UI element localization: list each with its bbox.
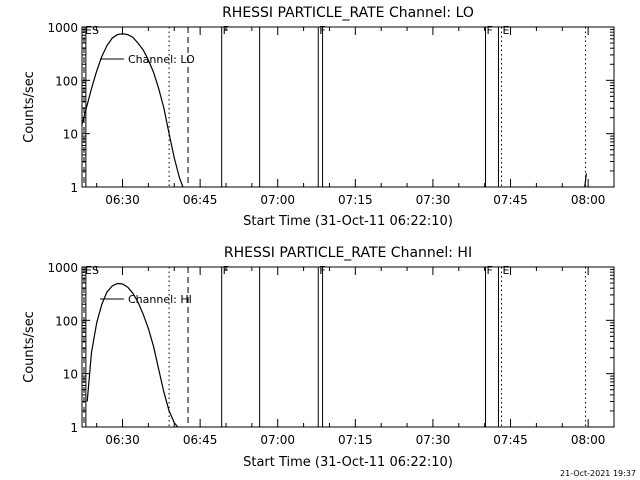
event-label: F bbox=[223, 264, 229, 277]
chart-title-hi: RHESSI PARTICLE_RATE Channel: HI bbox=[224, 245, 472, 261]
y-tick-label: 1000 bbox=[47, 21, 78, 35]
plot-area-hi: 1 10 100 1000 06:30 06:45 07:00 07:15 07:30 07:45… bbox=[47, 261, 615, 447]
series-line-hi-0 bbox=[86, 282, 179, 428]
x-tick-label: 07:45 bbox=[493, 433, 528, 447]
plot-area-lo: 1 10 100 1000 06:30 06:45 07:00 07:15 07:30 07:45… bbox=[47, 21, 615, 207]
y-tick-label: 10 bbox=[63, 128, 78, 142]
plot-frame-hi bbox=[81, 266, 615, 428]
y-axis-label-lo: Counts/sec bbox=[22, 71, 37, 143]
x-tick-label: 06:30 bbox=[105, 433, 140, 447]
footer-timestamp: 21-Oct-2021 19:37 bbox=[560, 469, 636, 478]
event-label: ES bbox=[85, 264, 99, 277]
x-tick-label: 08:00 bbox=[571, 433, 606, 447]
x-tick-label: 07:30 bbox=[416, 193, 451, 207]
legend-label-lo: Channel: LO bbox=[128, 53, 195, 66]
x-tick-label: 07:00 bbox=[260, 433, 295, 447]
series-line-lo-0 bbox=[81, 33, 184, 188]
series-line-lo-1 bbox=[584, 173, 587, 188]
y-tick-label: 100 bbox=[55, 74, 78, 88]
panel-hi: RHESSI PARTICLE_RATE Channel: HI 1101001… bbox=[22, 245, 615, 470]
event-label: F bbox=[487, 264, 493, 277]
x-tick-label: 06:45 bbox=[183, 193, 218, 207]
y-tick-label: 1 bbox=[70, 181, 78, 195]
plot-frame-lo bbox=[81, 26, 615, 188]
event-label: F bbox=[487, 24, 493, 37]
y-tick-label: 100 bbox=[55, 314, 78, 328]
y-tick-label: 1 bbox=[70, 421, 78, 435]
y-tick-label: 1000 bbox=[47, 261, 78, 275]
y-tick-label: 10 bbox=[63, 368, 78, 382]
x-tick-label: 08:00 bbox=[571, 193, 606, 207]
event-label: F bbox=[223, 24, 229, 37]
x-tick-label: 06:30 bbox=[105, 193, 140, 207]
x-tick-label: 07:45 bbox=[493, 193, 528, 207]
event-label: E bbox=[502, 264, 509, 277]
x-tick-label: 07:30 bbox=[416, 433, 451, 447]
y-axis-label-hi: Counts/sec bbox=[22, 311, 37, 383]
x-axis-label-lo: Start Time (31-Oct-11 06:22:10) bbox=[243, 214, 453, 229]
x-tick-label: 07:15 bbox=[338, 193, 373, 207]
x-tick-label: 07:15 bbox=[338, 433, 373, 447]
x-tick-label: 06:45 bbox=[183, 433, 218, 447]
x-axis-label-hi: Start Time (31-Oct-11 06:22:10) bbox=[243, 455, 453, 470]
chart-title-lo: RHESSI PARTICLE_RATE Channel: LO bbox=[222, 5, 474, 21]
x-tick-label: 07:00 bbox=[260, 193, 295, 207]
panel-lo: RHESSI PARTICLE_RATE Channel: LO 1101001… bbox=[22, 5, 615, 229]
event-label: ES bbox=[85, 24, 99, 37]
legend-label-hi: Channel: HI bbox=[128, 293, 192, 306]
event-label: E bbox=[502, 24, 509, 37]
